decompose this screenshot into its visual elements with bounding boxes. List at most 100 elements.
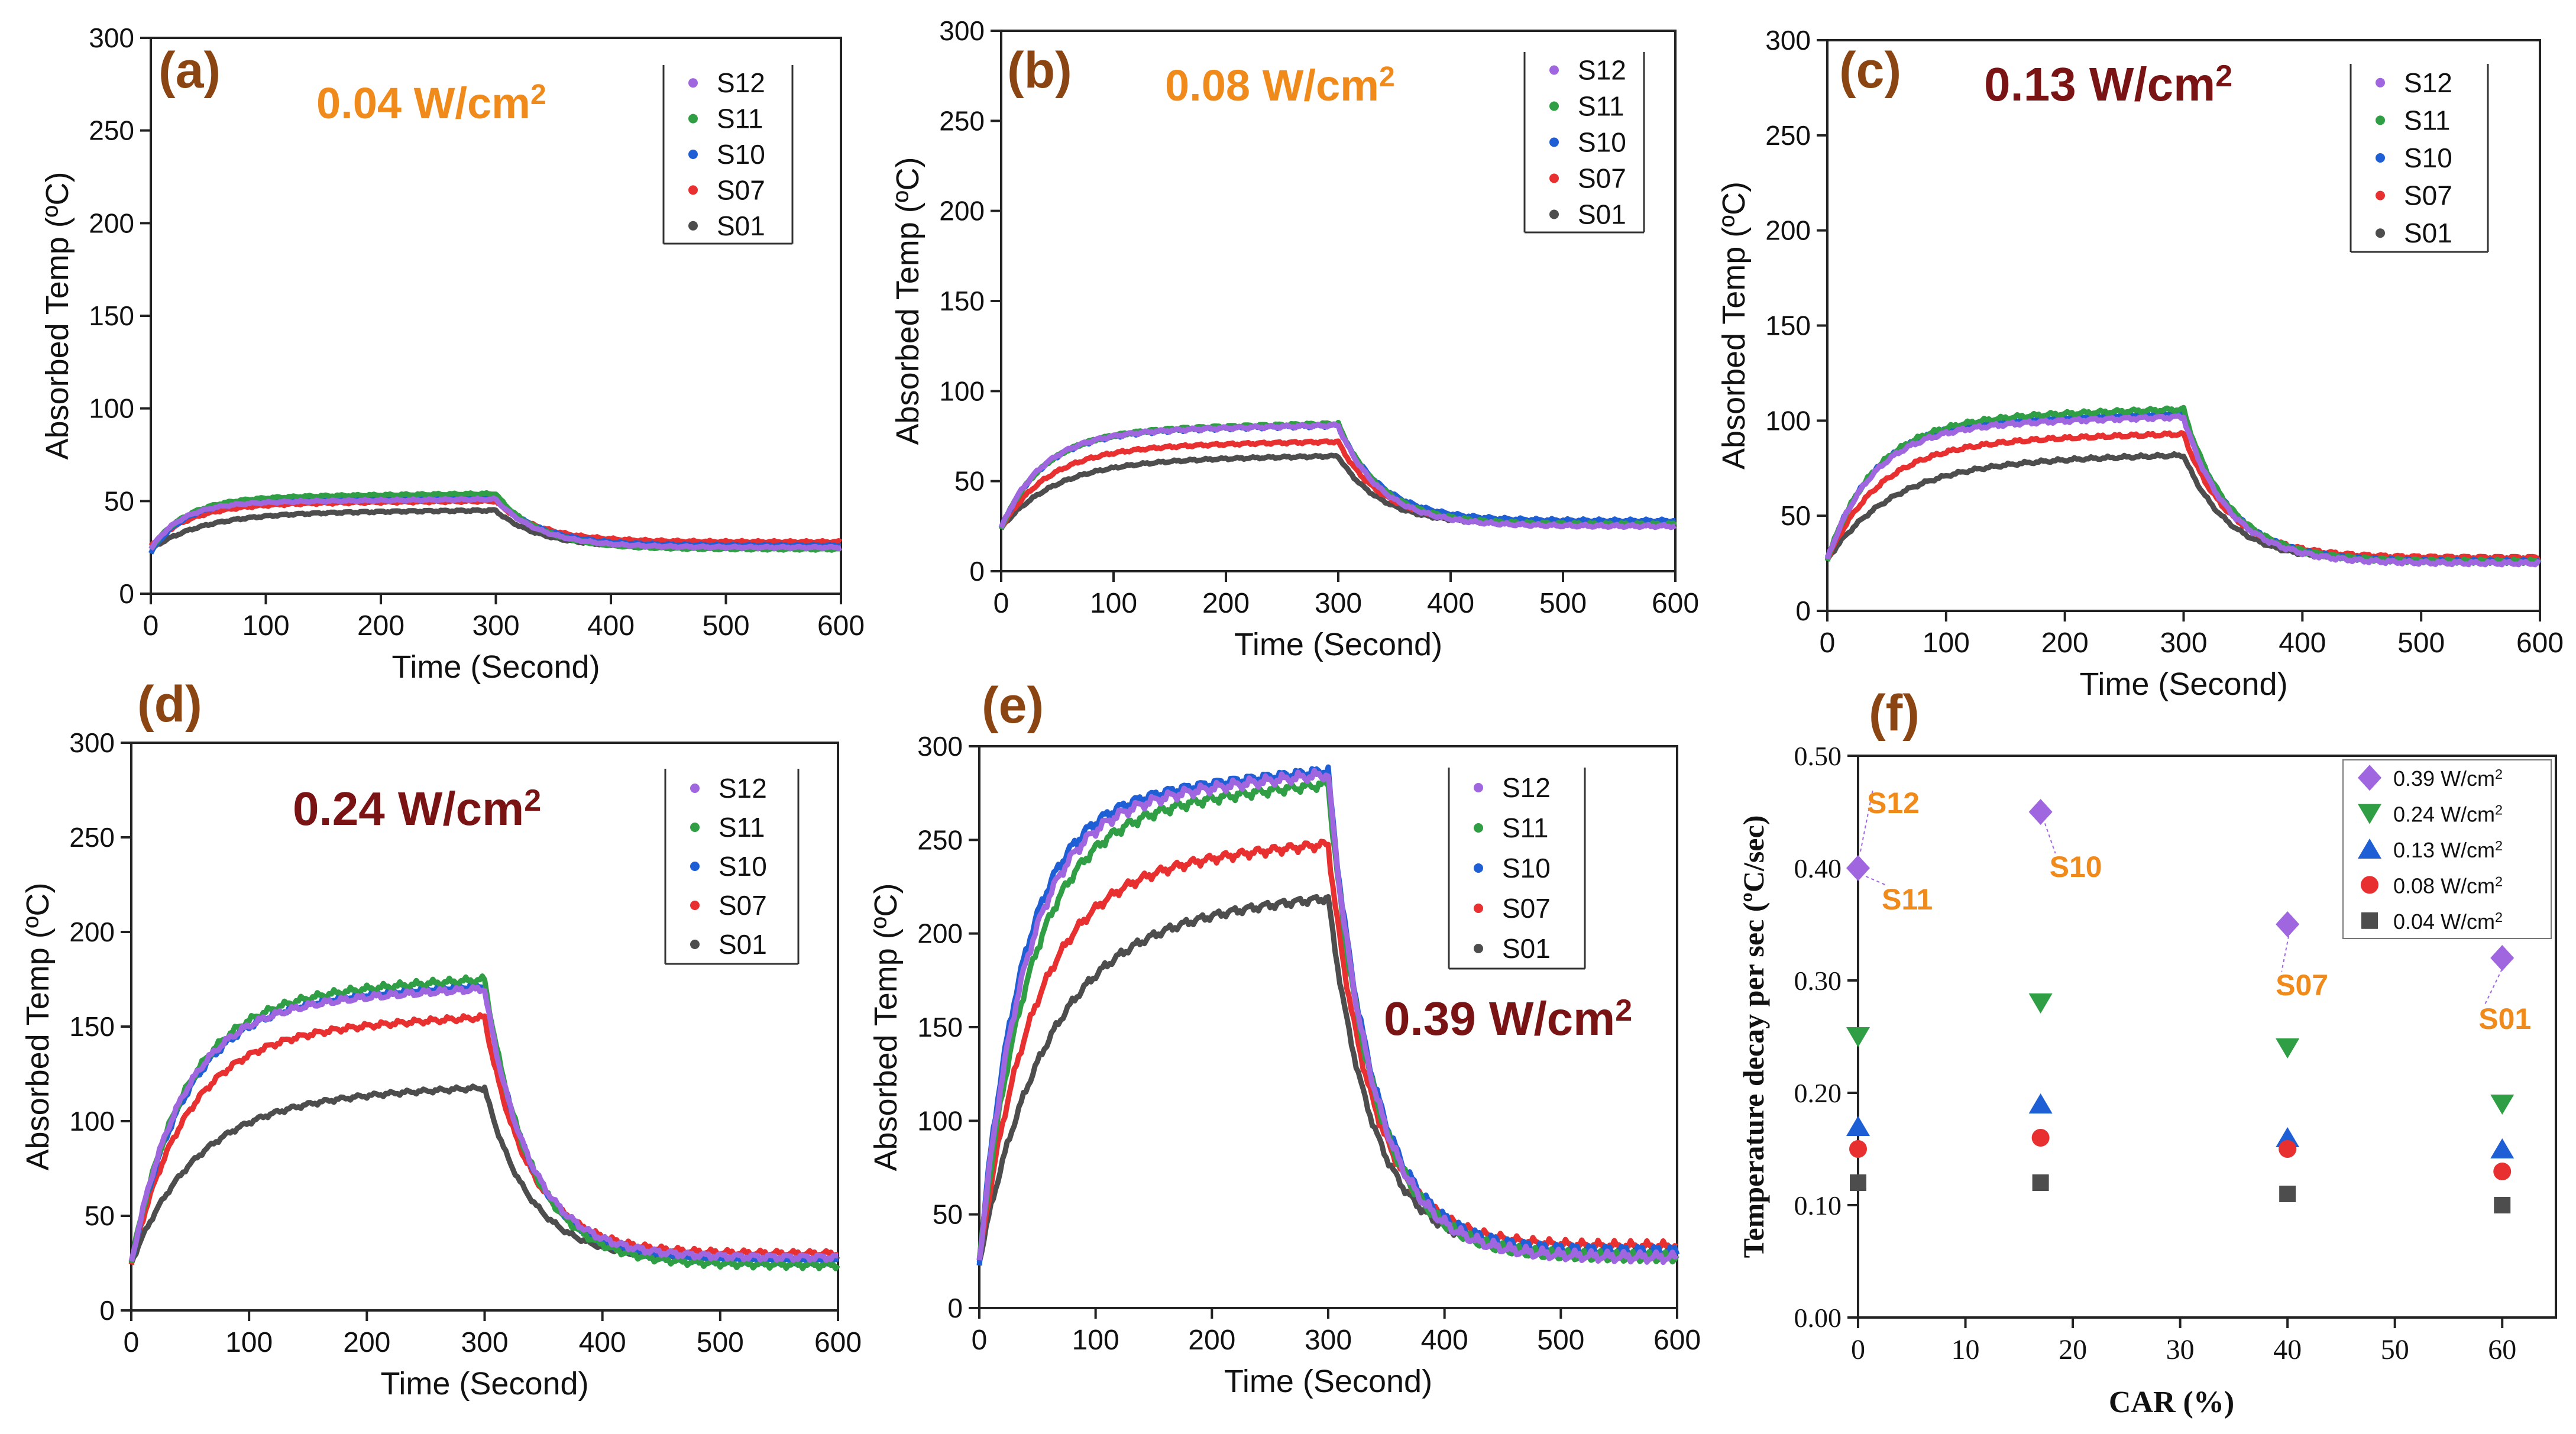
legend-marker bbox=[2361, 912, 2378, 929]
legend-label: 0.24 W/cm2 bbox=[2393, 802, 2503, 827]
x-tick-label: 300 bbox=[461, 1327, 508, 1358]
series-line-s01 bbox=[1825, 451, 2541, 566]
x-tick-label: 100 bbox=[1090, 588, 1137, 619]
legend-marker-s07 bbox=[690, 901, 700, 910]
x-tick-label: 0 bbox=[993, 588, 1009, 619]
y-tick-label: 50 bbox=[85, 1200, 115, 1231]
y-axis-label: Absorbed Temp (ºC) bbox=[40, 172, 75, 460]
series-line-s07 bbox=[128, 1012, 839, 1265]
y-tick-label: 250 bbox=[89, 115, 134, 146]
x-tick-label: 600 bbox=[1652, 588, 1699, 619]
legend-label-s10: S10 bbox=[1578, 127, 1626, 158]
legend-marker-s11 bbox=[1549, 101, 1559, 111]
legend-label-s11: S11 bbox=[717, 103, 763, 134]
x-tick-label: 0 bbox=[1820, 627, 1836, 659]
x-tick-label: 10 bbox=[1952, 1334, 1980, 1365]
plot-frame bbox=[1000, 30, 1677, 572]
legend-marker-s10 bbox=[688, 150, 698, 159]
legend-marker-s07 bbox=[1474, 904, 1483, 913]
legend-marker-s07 bbox=[688, 185, 698, 195]
y-tick-label: 100 bbox=[917, 1105, 963, 1136]
x-axis-label: Time (Second) bbox=[1224, 1364, 1432, 1399]
legend-label-s07: S07 bbox=[717, 174, 765, 205]
y-tick-label: 150 bbox=[917, 1012, 963, 1043]
legend-label-s12: S12 bbox=[719, 773, 767, 804]
x-tick-label: 500 bbox=[702, 610, 749, 642]
x-tick-label: 30 bbox=[2166, 1334, 2195, 1365]
y-tick-label: 200 bbox=[917, 918, 963, 949]
y-tick-label: 100 bbox=[939, 376, 985, 406]
legend-marker-s12 bbox=[690, 784, 700, 793]
legend-label-s01: S01 bbox=[2404, 218, 2452, 248]
y-tick-label: 50 bbox=[104, 485, 134, 516]
y-tick-label: 200 bbox=[1765, 215, 1811, 246]
legend-label-s11: S11 bbox=[1578, 91, 1624, 122]
sample-annotation: S01 bbox=[2478, 1002, 2531, 1035]
x-tick-label: 500 bbox=[2397, 627, 2445, 659]
scatter-point-diamond bbox=[2490, 945, 2514, 971]
y-tick-label: 50 bbox=[954, 466, 985, 497]
legend-label-s07: S07 bbox=[719, 890, 767, 921]
power-density-title: 0.39 W/cm2 bbox=[1384, 992, 1632, 1045]
legend-marker-s12 bbox=[688, 78, 698, 88]
x-axis-label: Time (Second) bbox=[380, 1366, 588, 1401]
scatter-point-triangle-up bbox=[2028, 1093, 2053, 1113]
legend-label: 0.39 W/cm2 bbox=[2393, 766, 2503, 791]
x-tick-label: 100 bbox=[242, 610, 289, 642]
legend-label-s01: S01 bbox=[717, 211, 765, 241]
series-line-s01 bbox=[976, 894, 1679, 1263]
legend-label: 0.08 W/cm2 bbox=[2393, 873, 2503, 898]
y-tick-label: 100 bbox=[89, 393, 134, 424]
x-tick-label: 20 bbox=[2059, 1334, 2087, 1365]
legend-marker-s10 bbox=[1549, 137, 1559, 147]
legend-marker-s12 bbox=[1474, 783, 1483, 792]
y-tick-label: 100 bbox=[1765, 405, 1811, 436]
series-line-s12 bbox=[976, 768, 1679, 1265]
x-tick-label: 40 bbox=[2273, 1334, 2302, 1365]
x-tick-label: 400 bbox=[1421, 1325, 1468, 1356]
scatter-point-triangle-down bbox=[1846, 1027, 1870, 1047]
legend-marker-s12 bbox=[2376, 77, 2385, 88]
sample-annotation: S10 bbox=[2050, 850, 2102, 883]
annotation-leader bbox=[2484, 963, 2506, 1006]
legend-label: 0.04 W/cm2 bbox=[2393, 909, 2503, 934]
legend-marker-s01 bbox=[690, 940, 700, 949]
legend-marker-s10 bbox=[2376, 153, 2385, 163]
scatter-point-triangle-up bbox=[2490, 1138, 2514, 1158]
y-tick-label: 50 bbox=[1781, 500, 1811, 531]
y-tick-label: 0 bbox=[99, 1295, 115, 1326]
x-tick-label: 0 bbox=[143, 610, 159, 642]
power-density-title: 0.13 W/cm2 bbox=[1984, 58, 2232, 111]
legend-marker-s01 bbox=[688, 221, 698, 231]
x-tick-label: 100 bbox=[1923, 627, 1970, 659]
panel-c: 0 100 200 300 400 500 600 0 50 100 150 200 250 300 Tim… bbox=[1716, 25, 2564, 702]
x-tick-label: 600 bbox=[1653, 1325, 1701, 1356]
x-tick-label: 200 bbox=[1188, 1325, 1235, 1356]
x-axis-label: Time (Second) bbox=[2079, 666, 2287, 702]
y-tick-label: 250 bbox=[69, 822, 115, 853]
scatter-point-circle bbox=[2279, 1140, 2297, 1158]
sample-annotation: S11 bbox=[1882, 883, 1933, 916]
legend-label-s07: S07 bbox=[2404, 180, 2452, 211]
y-tick-label: 0.00 bbox=[1794, 1303, 1842, 1333]
x-axis-label: Time (Second) bbox=[1234, 627, 1442, 662]
x-tick-label: 300 bbox=[472, 610, 519, 642]
y-axis-label: Absorbed Temp (ºC) bbox=[890, 157, 925, 445]
scatter-point-diamond bbox=[2028, 799, 2053, 825]
scatter-point-square bbox=[2279, 1186, 2296, 1202]
scatter-point-triangle-up bbox=[2276, 1127, 2300, 1147]
scatter-point-circle bbox=[2493, 1163, 2512, 1180]
legend-label-s01: S01 bbox=[1578, 199, 1626, 230]
x-tick-label: 300 bbox=[2160, 627, 2207, 659]
panel-d: 0 100 200 300 400 500 600 0 50 100 150 200 250 300 Tim… bbox=[20, 676, 862, 1401]
series-line-s11 bbox=[128, 973, 840, 1271]
y-axis-label: Temperature decay per sec (ºC/sec) bbox=[1737, 815, 1770, 1258]
legend-label-s11: S11 bbox=[2404, 105, 2450, 135]
scatter-point-square bbox=[1850, 1174, 1866, 1191]
y-tick-label: 200 bbox=[939, 196, 985, 226]
x-tick-label: 100 bbox=[1072, 1325, 1119, 1356]
scatter-point-circle bbox=[1849, 1140, 1867, 1158]
series-line-s01 bbox=[128, 1083, 840, 1265]
legend-marker bbox=[2361, 876, 2378, 894]
x-axis-label: CAR (%) bbox=[2109, 1386, 2234, 1419]
